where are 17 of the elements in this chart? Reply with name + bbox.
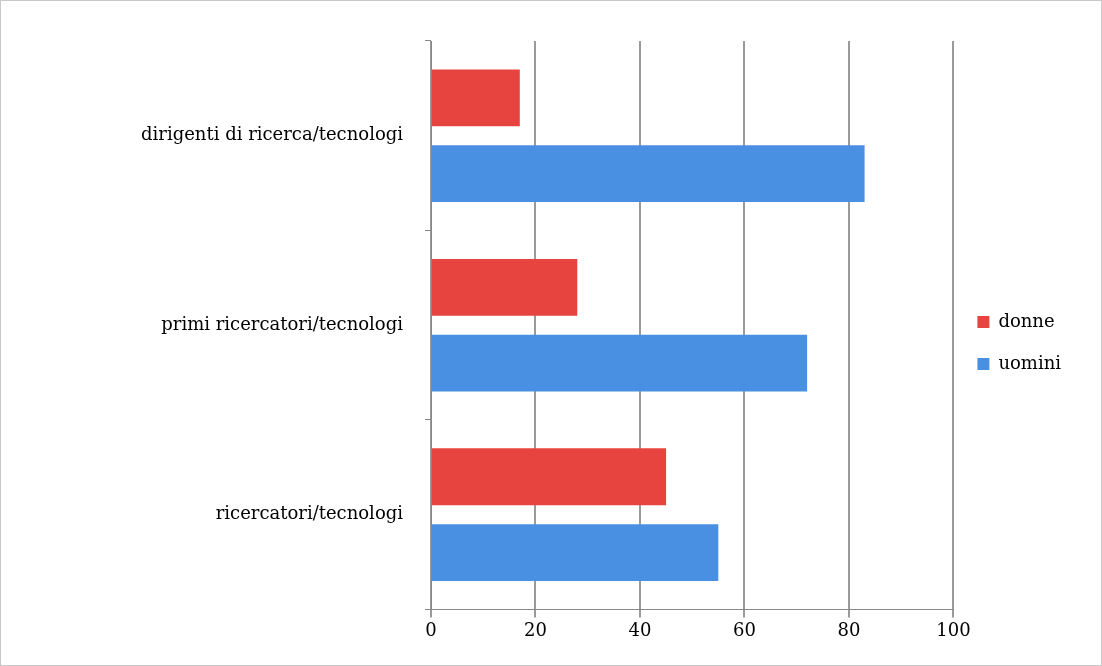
x-tick-label: 80 bbox=[837, 618, 861, 640]
x-tick-label: 40 bbox=[628, 618, 652, 640]
bar bbox=[432, 524, 719, 581]
x-tick-label: 20 bbox=[524, 618, 547, 640]
x-tick-label: 60 bbox=[732, 618, 756, 640]
bar bbox=[432, 448, 667, 506]
y-tick-label: primi ricercatori/tecnologi bbox=[161, 312, 404, 334]
bar bbox=[432, 258, 578, 316]
bar bbox=[432, 145, 865, 203]
x-tick-label: 100 bbox=[936, 618, 971, 640]
y-tick-label: dirigenti di ricerca/tecnologi bbox=[141, 123, 404, 145]
y-tick-label: ricercatori/tecnologi bbox=[215, 502, 404, 524]
legend-label: uomini bbox=[998, 351, 1062, 373]
x-tick-label: 0 bbox=[425, 618, 437, 640]
bar bbox=[432, 69, 520, 127]
legend-label: donne bbox=[998, 309, 1055, 331]
bar bbox=[432, 334, 808, 392]
